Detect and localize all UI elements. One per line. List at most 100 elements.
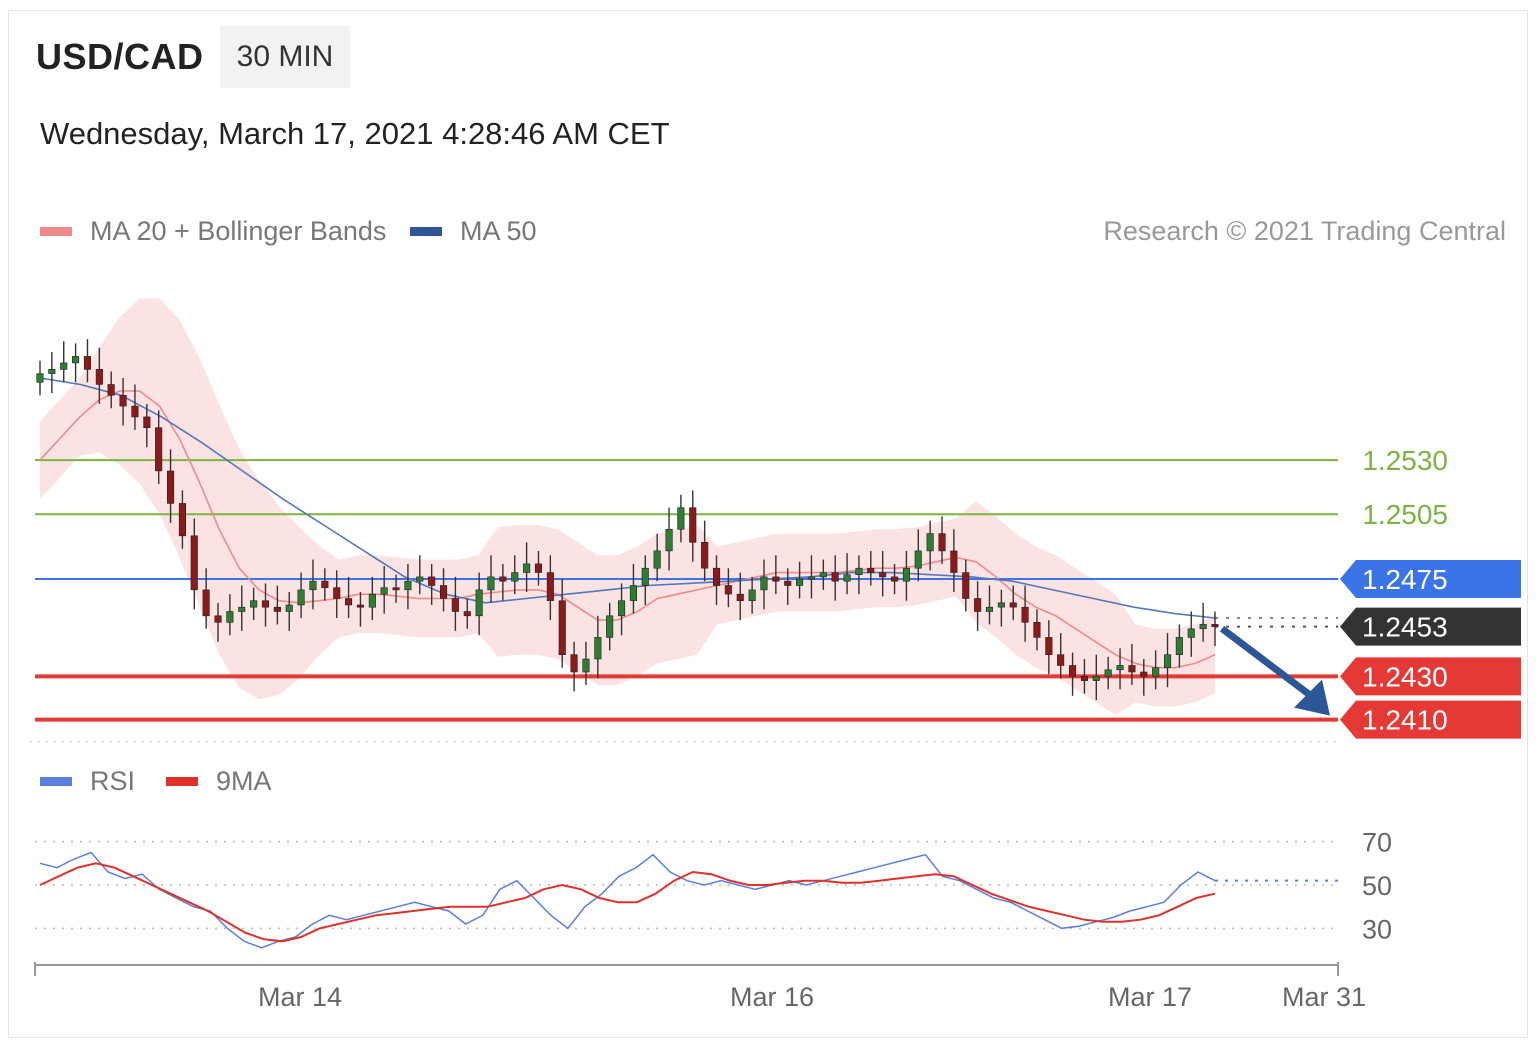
level-label-4: 1.2430: [1362, 661, 1448, 692]
legend-ma20-bollinger: MA 20 + Bollinger Bands: [40, 216, 386, 247]
x-tick-label-2: Mar 17: [1108, 982, 1192, 1012]
candle-body: [178, 503, 186, 537]
candle-body: [902, 567, 911, 582]
candle-body: [641, 567, 649, 586]
candle-body: [843, 574, 851, 582]
level-tag-2: [1340, 560, 1521, 599]
candle-body: [119, 394, 127, 407]
candle-body: [1104, 669, 1112, 677]
level-label-2: 1.2475: [1362, 564, 1448, 595]
copyright-text: Research © 2021 Trading Central: [1103, 216, 1506, 246]
candle-body: [653, 550, 661, 569]
candle-body: [582, 658, 590, 673]
candle-body: [297, 589, 305, 606]
candle-body: [60, 362, 68, 370]
legend-rsi: RSI: [40, 766, 135, 797]
candle-body: [1069, 665, 1077, 677]
forecast-arrow-head: [1294, 679, 1330, 716]
candle-body: [1140, 671, 1148, 677]
candle-body: [1033, 621, 1041, 638]
candle-body: [594, 637, 602, 660]
candle-body: [997, 602, 1005, 608]
ma50-line: [39, 377, 1216, 619]
candle-body: [855, 567, 863, 576]
candle-body: [356, 604, 365, 608]
candle-body: [985, 606, 994, 612]
candle-body: [416, 576, 424, 582]
report-datetime: Wednesday, March 17, 2021 4:28:46 AM CET: [40, 116, 670, 151]
candle-body: [428, 576, 436, 586]
candle-body: [392, 587, 400, 591]
candle-body: [226, 611, 234, 623]
candle-body: [95, 368, 103, 385]
legend-ma50: MA 50: [410, 216, 537, 247]
candle-body: [499, 576, 507, 582]
candle-body: [606, 615, 614, 638]
candle-body: [48, 368, 56, 374]
rsi-tick-label-30: 30: [1362, 914, 1392, 944]
candle-body: [439, 585, 448, 599]
x-tick-label-1: Mar 16: [730, 982, 814, 1012]
legend-label-rsi: RSI: [90, 766, 136, 796]
candle-body: [558, 600, 566, 656]
candle-body: [795, 578, 804, 586]
candle-body: [1164, 654, 1172, 669]
candle-body: [724, 585, 732, 595]
candle-body: [689, 507, 697, 543]
candle-body: [1009, 602, 1017, 608]
x-tick-label-0: Mar 14: [258, 982, 342, 1012]
candle-body: [131, 405, 139, 418]
legend-swatch-9ma: [166, 777, 198, 786]
ma20-line: [39, 390, 1216, 669]
legend-swatch-ma20: [40, 227, 72, 236]
candle-body: [807, 576, 816, 580]
candle-body: [867, 567, 875, 573]
candle-body: [1187, 628, 1195, 638]
candle-body: [962, 572, 970, 599]
level-label-0: 1.2530: [1362, 445, 1448, 476]
timeframe-badge[interactable]: 30 MIN: [220, 26, 350, 88]
candle-body: [831, 572, 839, 582]
candle-body: [250, 600, 258, 608]
candle-body: [1080, 675, 1088, 681]
candle-body: [938, 533, 946, 552]
level-tag-5: [1340, 700, 1521, 739]
candle-body: [1211, 624, 1219, 627]
rsi-tick-label-50: 50: [1362, 871, 1392, 901]
candle-body: [760, 576, 768, 591]
candle-body: [950, 550, 958, 573]
candle-body: [890, 576, 899, 582]
legend-label-ma20: MA 20 + Bollinger Bands: [90, 216, 387, 246]
candle-body: [570, 654, 578, 673]
level-tag-3: [1340, 607, 1521, 646]
candle-body: [143, 416, 151, 428]
candle-body: [665, 528, 673, 552]
legend-swatch-rsi: [40, 777, 72, 786]
level-label-3: 1.2453: [1362, 612, 1448, 643]
candle-body: [321, 580, 329, 589]
rsi-series-9ma: [39, 862, 1216, 943]
candle-body: [772, 576, 780, 582]
candle-body: [404, 580, 412, 591]
candle-body: [546, 572, 554, 601]
candle-body: [712, 567, 721, 586]
candle-body: [879, 572, 887, 578]
candle-body: [155, 427, 163, 472]
candle-body: [261, 600, 270, 608]
candle-body: [238, 606, 246, 612]
candle-body: [511, 572, 519, 582]
candle-body: [83, 356, 91, 370]
candle-body: [1092, 675, 1100, 681]
candle-body: [285, 604, 293, 612]
candle-body: [451, 598, 459, 612]
candle-body: [190, 535, 198, 591]
legend-9ma: 9MA: [166, 766, 272, 797]
candle-body: [214, 615, 222, 623]
candle-body: [1021, 606, 1029, 623]
candle-body: [202, 589, 210, 617]
candle-body: [309, 580, 317, 591]
candle-body: [1116, 665, 1124, 671]
candle-body: [534, 563, 543, 573]
candle-body: [926, 533, 934, 552]
